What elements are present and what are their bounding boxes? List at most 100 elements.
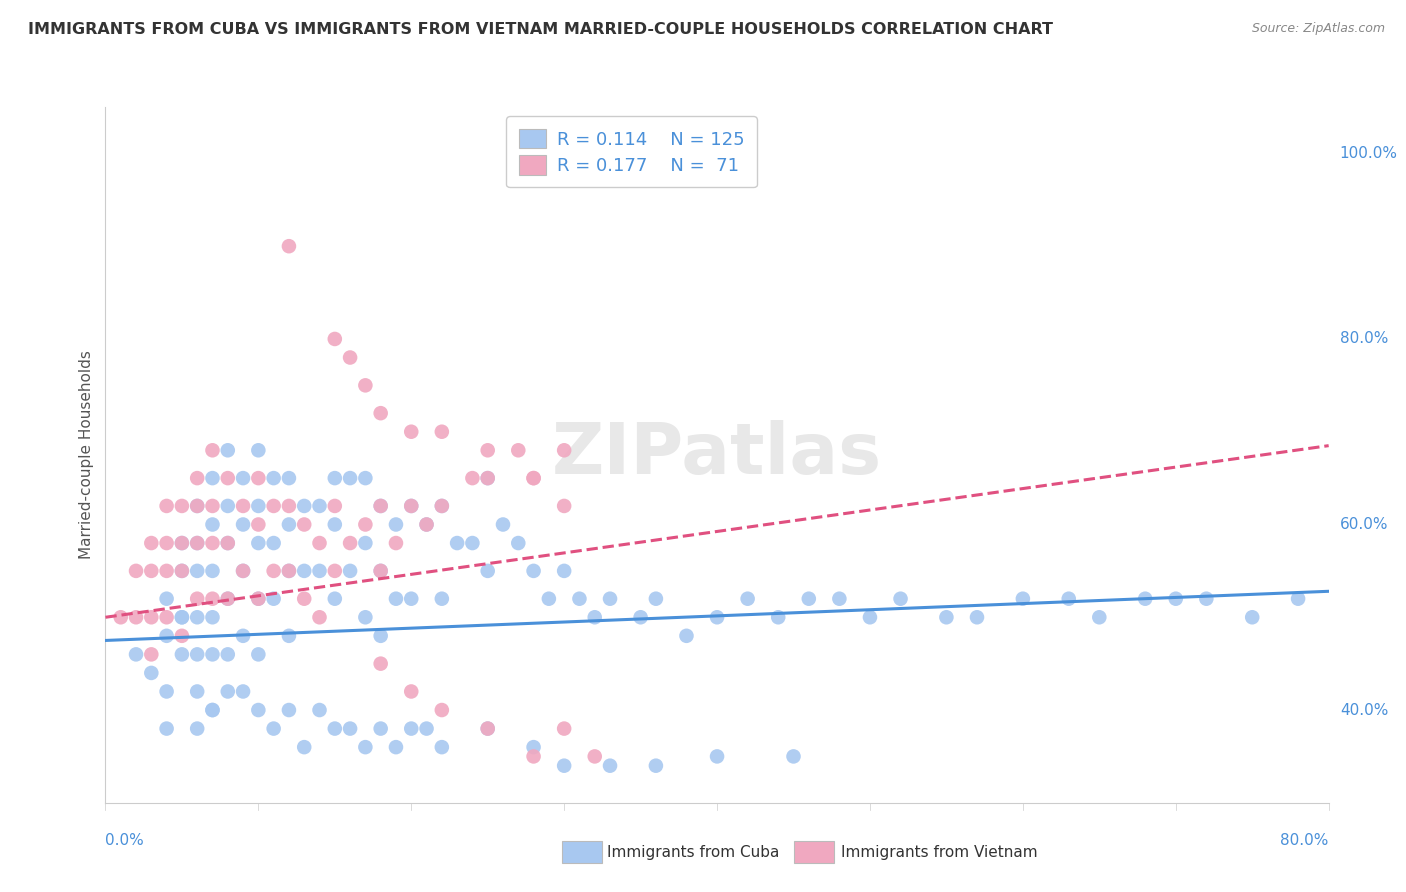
Point bbox=[1088, 610, 1111, 624]
Point bbox=[247, 499, 270, 513]
Point bbox=[385, 517, 408, 532]
Point bbox=[247, 591, 270, 606]
Point bbox=[415, 722, 437, 736]
Point bbox=[1195, 591, 1218, 606]
Point bbox=[706, 749, 728, 764]
Point bbox=[277, 629, 299, 643]
Point bbox=[217, 499, 239, 513]
Point bbox=[217, 536, 239, 550]
Point bbox=[461, 536, 484, 550]
Point bbox=[644, 758, 666, 772]
Point bbox=[354, 517, 377, 532]
Point bbox=[155, 536, 177, 550]
Point bbox=[232, 629, 254, 643]
Point bbox=[277, 564, 299, 578]
Point bbox=[308, 564, 330, 578]
Point bbox=[508, 443, 530, 458]
Point bbox=[217, 648, 239, 662]
Point bbox=[263, 499, 285, 513]
Point bbox=[354, 740, 377, 755]
Point bbox=[217, 591, 239, 606]
Point bbox=[201, 648, 224, 662]
Point bbox=[247, 517, 270, 532]
Point bbox=[477, 722, 499, 736]
Point bbox=[599, 758, 621, 772]
Point bbox=[186, 499, 208, 513]
Point bbox=[170, 499, 193, 513]
Legend: R = 0.114    N = 125, R = 0.177    N =  71: R = 0.114 N = 125, R = 0.177 N = 71 bbox=[506, 116, 756, 187]
Point bbox=[797, 591, 820, 606]
Point bbox=[263, 591, 285, 606]
Point bbox=[201, 610, 224, 624]
Point bbox=[247, 471, 270, 485]
Point bbox=[277, 499, 299, 513]
Point bbox=[477, 722, 499, 736]
Point bbox=[523, 749, 546, 764]
Point bbox=[339, 471, 361, 485]
Point bbox=[477, 443, 499, 458]
Point bbox=[354, 378, 377, 392]
Point bbox=[523, 471, 546, 485]
Point bbox=[537, 591, 560, 606]
Y-axis label: Married-couple Households: Married-couple Households bbox=[79, 351, 94, 559]
Point bbox=[308, 499, 330, 513]
Point bbox=[477, 564, 499, 578]
Point bbox=[186, 648, 208, 662]
Point bbox=[323, 517, 346, 532]
Point bbox=[247, 703, 270, 717]
Point bbox=[170, 629, 193, 643]
Point bbox=[217, 536, 239, 550]
Point bbox=[737, 591, 759, 606]
Point bbox=[141, 665, 163, 680]
Point bbox=[399, 499, 422, 513]
Text: 80.0%: 80.0% bbox=[1281, 833, 1329, 848]
Point bbox=[308, 536, 330, 550]
Point bbox=[232, 471, 254, 485]
Point bbox=[141, 648, 163, 662]
Point bbox=[186, 536, 208, 550]
Point bbox=[217, 591, 239, 606]
Point bbox=[186, 499, 208, 513]
Point bbox=[141, 610, 163, 624]
Point bbox=[201, 499, 224, 513]
Point bbox=[354, 610, 377, 624]
Text: Immigrants from Vietnam: Immigrants from Vietnam bbox=[841, 845, 1038, 860]
Point bbox=[125, 610, 148, 624]
Point bbox=[399, 499, 422, 513]
Point bbox=[477, 471, 499, 485]
Point bbox=[370, 406, 392, 420]
Point bbox=[523, 740, 546, 755]
Point bbox=[644, 591, 666, 606]
Point bbox=[201, 471, 224, 485]
Point bbox=[186, 536, 208, 550]
Point bbox=[553, 499, 575, 513]
Point bbox=[141, 536, 163, 550]
Point bbox=[370, 499, 392, 513]
Point bbox=[889, 591, 911, 606]
Text: 60.0%: 60.0% bbox=[1340, 517, 1388, 532]
Point bbox=[430, 425, 453, 439]
Point bbox=[170, 536, 193, 550]
Point bbox=[186, 564, 208, 578]
Point bbox=[1011, 591, 1033, 606]
Text: 40.0%: 40.0% bbox=[1340, 703, 1388, 717]
Point bbox=[370, 657, 392, 671]
Point bbox=[339, 722, 361, 736]
Point bbox=[170, 648, 193, 662]
Point bbox=[292, 591, 315, 606]
Point bbox=[370, 564, 392, 578]
Point bbox=[247, 648, 270, 662]
Point bbox=[935, 610, 957, 624]
Point bbox=[170, 564, 193, 578]
Point bbox=[170, 610, 193, 624]
Point bbox=[1057, 591, 1080, 606]
Point bbox=[186, 471, 208, 485]
Point bbox=[323, 471, 346, 485]
Point bbox=[308, 703, 330, 717]
Point bbox=[277, 703, 299, 717]
Point bbox=[1241, 610, 1264, 624]
Point bbox=[385, 536, 408, 550]
Point bbox=[553, 758, 575, 772]
Point bbox=[247, 536, 270, 550]
Point bbox=[155, 564, 177, 578]
